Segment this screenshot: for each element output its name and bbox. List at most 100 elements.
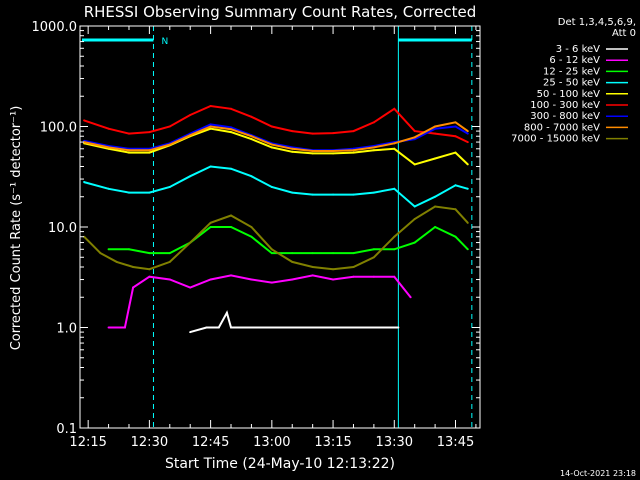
series-25-50-kev-point: [393, 187, 396, 190]
series-12-25-kev-point: [413, 241, 416, 244]
series-100-300-kev-point: [372, 121, 375, 124]
y-tick-label: 100.0: [40, 121, 77, 136]
series-300-800-kev-point: [230, 126, 233, 129]
series-50-100-kev-point: [291, 150, 294, 153]
series-800-7000-kev-point: [332, 150, 335, 153]
x-tick-label: 13:30: [376, 435, 413, 450]
series-3-6-kev-point: [238, 326, 241, 329]
series-6-12-kev-point: [372, 275, 375, 278]
series-100-300-kev-point: [393, 107, 396, 110]
series-300-800-kev-point: [413, 138, 416, 141]
series-25-50-kev-point: [209, 165, 212, 168]
series-100-300-kev-point: [291, 130, 294, 133]
series-3-6-kev-point: [225, 311, 228, 314]
series-800-7000-kev-point: [189, 134, 192, 137]
series-7000-15000-kev-point: [311, 265, 314, 268]
series-7000-15000-kev-point: [168, 260, 171, 263]
series-50-100-kev-point: [148, 151, 151, 154]
series-3-6-kev-point: [270, 326, 273, 329]
series-25-50-kev-line: [83, 165, 469, 208]
series-7000-15000-kev-point: [209, 221, 212, 224]
series-12-25-kev-point: [332, 252, 335, 255]
series-50-100-kev-point: [372, 149, 375, 152]
series-6-12-kev-point: [311, 274, 314, 277]
series-50-100-kev-point: [413, 163, 416, 166]
series-100-300-kev-point: [466, 141, 469, 144]
series-800-7000-kev-point: [127, 149, 130, 152]
chart-title: RHESSI Observing Summary Count Rates, Co…: [84, 3, 477, 21]
y-tick-label: 1.0: [56, 322, 77, 337]
series-50-100-kev-point: [332, 152, 335, 155]
series-800-7000-kev-point: [230, 128, 233, 131]
series-7000-15000-kev-point: [99, 252, 102, 255]
series-25-50-kev-point: [250, 175, 253, 178]
series-300-800-kev-point: [454, 125, 457, 128]
series-100-300-kev-point: [83, 119, 86, 122]
series-7000-15000-kev-point: [466, 221, 469, 224]
series-6-12-kev-point: [189, 286, 192, 289]
series-7000-15000-kev-point: [230, 214, 233, 217]
series-6-12-kev-point: [352, 275, 355, 278]
series-800-7000-kev-point: [107, 146, 110, 149]
legend-label: 300 - 800 keV: [530, 111, 600, 122]
legend-title-line: Det 1,3,4,5,6,9,: [558, 17, 636, 28]
series-6-12-kev-point: [107, 326, 110, 329]
series-12-25-kev-point: [230, 226, 233, 228]
series-800-7000-kev-point: [148, 149, 151, 152]
series-800-7000-kev-point: [393, 142, 396, 145]
legend-label: 7000 - 15000 keV: [511, 134, 600, 145]
series-7000-15000-kev-point: [413, 218, 416, 221]
series-800-7000-kev-point: [352, 149, 355, 152]
series-50-100-kev-point: [454, 151, 457, 154]
series-12-25-kev-point: [291, 252, 294, 255]
legend-title-line: Att 0: [612, 28, 636, 39]
legend-label: 800 - 7000 keV: [524, 122, 600, 133]
y-tick-label: 10.0: [48, 221, 77, 236]
series-7000-15000-kev-point: [372, 256, 375, 259]
series-25-50-kev-point: [230, 167, 233, 170]
series-100-300-kev-point: [270, 125, 273, 128]
series-25-50-kev-point: [189, 175, 192, 178]
series-7000-15000-kev-point: [132, 265, 135, 268]
series-100-300-kev-point: [127, 132, 130, 135]
legend-label: 3 - 6 keV: [556, 44, 600, 55]
series-100-300-kev-point: [434, 132, 437, 135]
series-25-50-kev-point: [168, 186, 171, 189]
series-100-300-kev-point: [311, 132, 314, 135]
series-12-25-kev-point: [127, 248, 130, 251]
series-800-7000-kev-point: [413, 136, 416, 139]
legend-label: 25 - 50 keV: [543, 78, 600, 89]
series-7000-15000-kev-point: [115, 260, 118, 263]
series-50-100-kev-point: [127, 151, 130, 154]
legend-label: 6 - 12 keV: [549, 55, 600, 66]
series-100-300-kev-line: [83, 104, 469, 144]
series-12-25-kev-point: [352, 252, 355, 255]
series-25-50-kev-point: [466, 187, 469, 190]
series-50-100-kev-point: [250, 138, 253, 141]
series-6-12-kev-point: [250, 278, 253, 281]
series-50-100-kev-point: [230, 131, 233, 134]
x-tick-label: 13:45: [437, 435, 474, 450]
legend-label: 100 - 300 keV: [530, 100, 600, 111]
series-800-7000-kev-line: [83, 121, 469, 152]
series-6-12-kev-point: [132, 286, 135, 289]
series-6-12-kev-point: [209, 278, 212, 281]
series-3-6-kev-point: [397, 326, 400, 329]
series-300-800-kev-point: [209, 123, 212, 126]
series-6-12-kev-point: [291, 278, 294, 281]
series-3-6-kev-point: [205, 326, 208, 329]
series-3-6-kev-point: [189, 331, 192, 334]
x-tick-label: 12:45: [192, 435, 229, 450]
series-800-7000-kev-point: [311, 150, 314, 153]
series-6-12-kev-point: [168, 278, 171, 281]
series-100-300-kev-point: [107, 127, 110, 130]
series-7000-15000-kev-point: [148, 268, 151, 271]
series-6-12-kev-point: [270, 281, 273, 284]
x-tick-label: 13:15: [314, 435, 351, 450]
series-800-7000-kev-point: [250, 135, 253, 138]
axes: 1000.0 100.0 10.0 1.0 0.112:15 12:30 12:45 13:0…: [32, 20, 481, 450]
series-6-12-kev-point: [148, 275, 151, 278]
